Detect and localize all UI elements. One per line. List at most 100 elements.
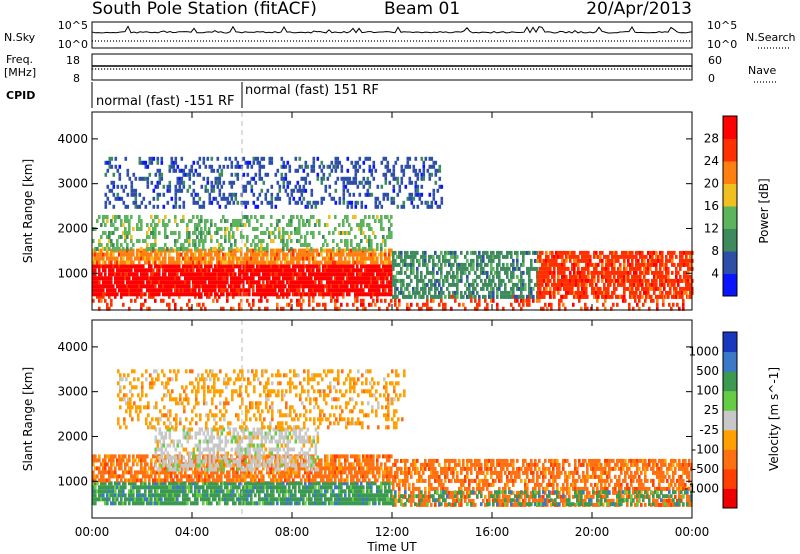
power-cell-1 xyxy=(376,272,379,277)
velocity-cell-0 xyxy=(324,501,327,506)
power-cell-4 xyxy=(404,184,408,189)
power-cell-1 xyxy=(186,264,189,269)
power-cell-1 xyxy=(308,272,311,277)
power-cell-1 xyxy=(94,276,97,281)
power-cell-4 xyxy=(172,164,176,169)
power-cell-4 xyxy=(182,200,186,205)
power-cell-0 xyxy=(540,306,543,311)
power-cell-4 xyxy=(220,172,224,177)
power-cell-1 xyxy=(168,292,171,297)
velocity-cell-0 xyxy=(272,489,275,494)
power-cell-6 xyxy=(619,282,622,287)
power-cell-3 xyxy=(110,243,113,247)
power-cell-2 xyxy=(180,252,183,257)
power-cell-3 xyxy=(288,219,291,223)
power-cell-5 xyxy=(432,262,435,267)
velocity-cell-0 xyxy=(182,481,185,486)
velocity-cell-0 xyxy=(136,501,139,506)
power-cell-4 xyxy=(162,204,166,209)
power-cell-5 xyxy=(406,274,409,279)
power-cell-0 xyxy=(362,298,365,303)
power-cell-4 xyxy=(430,204,434,209)
power-cell-1 xyxy=(382,272,385,277)
power-cell-6 xyxy=(667,250,670,255)
power-cell-4 xyxy=(310,168,314,173)
power-cell-1 xyxy=(102,268,105,273)
power-cell-6 xyxy=(659,270,662,275)
velocity-cell-0 xyxy=(214,489,217,494)
power-cell-6 xyxy=(563,258,566,263)
power-cell-2 xyxy=(238,256,241,261)
velocity-cell-0 xyxy=(210,489,213,494)
power-cell-6 xyxy=(599,258,602,263)
power-cell-5 xyxy=(398,262,401,267)
power-cell-4 xyxy=(290,188,294,193)
power-cell-0 xyxy=(564,306,567,311)
power-cell-1 xyxy=(302,268,305,273)
power-cell-2 xyxy=(148,256,151,261)
velocity-cell-0 xyxy=(148,481,151,486)
power-cell-6 xyxy=(541,258,544,263)
power-cell-1 xyxy=(388,284,391,289)
power-cell-6 xyxy=(563,282,566,287)
velocity-cell-0 xyxy=(238,485,241,490)
power-cell-1 xyxy=(162,276,165,281)
velocity-cell-0 xyxy=(364,497,367,502)
power-cell-3 xyxy=(262,247,265,251)
power-cell-5 xyxy=(452,262,455,267)
power-cell-3 xyxy=(180,247,183,251)
power-cell-4 xyxy=(294,184,298,189)
power-cell-0 xyxy=(308,302,311,307)
power-colorbar-swatch xyxy=(723,251,737,274)
power-cell-1 xyxy=(312,292,315,297)
power-cell-4 xyxy=(396,180,400,185)
power-cell-5 xyxy=(496,266,499,271)
power-cell-6 xyxy=(655,286,658,291)
velocity-cell-0 xyxy=(200,497,203,502)
power-cell-6 xyxy=(563,270,566,275)
velocity-cell-0 xyxy=(106,493,109,498)
power-cell-2 xyxy=(252,252,255,257)
power-cell-3 xyxy=(298,223,301,227)
power-cell-4 xyxy=(258,168,262,173)
velocity-cell-0 xyxy=(276,501,279,506)
power-cell-6 xyxy=(649,286,652,291)
power-cell-6 xyxy=(593,278,596,283)
velocity-cell-0 xyxy=(236,485,239,490)
velocity-cell-0 xyxy=(214,485,217,490)
power-cell-1 xyxy=(150,268,153,273)
velocity-cell-0 xyxy=(362,497,365,502)
power-cell-1 xyxy=(370,272,373,277)
power-cell-4 xyxy=(386,164,390,169)
power-cell-4 xyxy=(346,168,350,173)
power-cell-1 xyxy=(254,272,257,277)
power-cell-3 xyxy=(164,235,167,239)
power-cell-4 xyxy=(300,176,304,181)
power-cell-2 xyxy=(300,252,303,257)
velocity-cell-0 xyxy=(182,485,185,490)
velocity-cell-0 xyxy=(318,489,321,494)
power-cell-1 xyxy=(170,264,173,269)
velocity-cell-0 xyxy=(94,501,97,506)
power-cell-6 xyxy=(537,290,540,295)
power-cell-4 xyxy=(366,192,370,197)
power-cell-1 xyxy=(126,276,129,281)
power-cell-6 xyxy=(543,294,546,299)
power-cell-0 xyxy=(512,294,515,299)
power-cell-1 xyxy=(294,292,297,297)
power-cell-6 xyxy=(679,258,682,263)
power-cell-2 xyxy=(170,256,173,261)
power-cell-4 xyxy=(212,184,216,189)
power-cell-4 xyxy=(410,196,414,201)
power-cell-2 xyxy=(228,260,231,265)
power-cell-1 xyxy=(376,268,379,273)
power-cell-3 xyxy=(300,215,303,219)
power-cell-1 xyxy=(382,284,385,289)
power-cell-5 xyxy=(448,290,451,295)
power-cell-4 xyxy=(122,200,126,205)
power-cell-6 xyxy=(639,274,642,279)
power-cell-6 xyxy=(585,250,588,255)
power-cell-3 xyxy=(356,223,359,227)
power-cell-3 xyxy=(152,243,155,247)
power-cell-5 xyxy=(504,270,507,275)
